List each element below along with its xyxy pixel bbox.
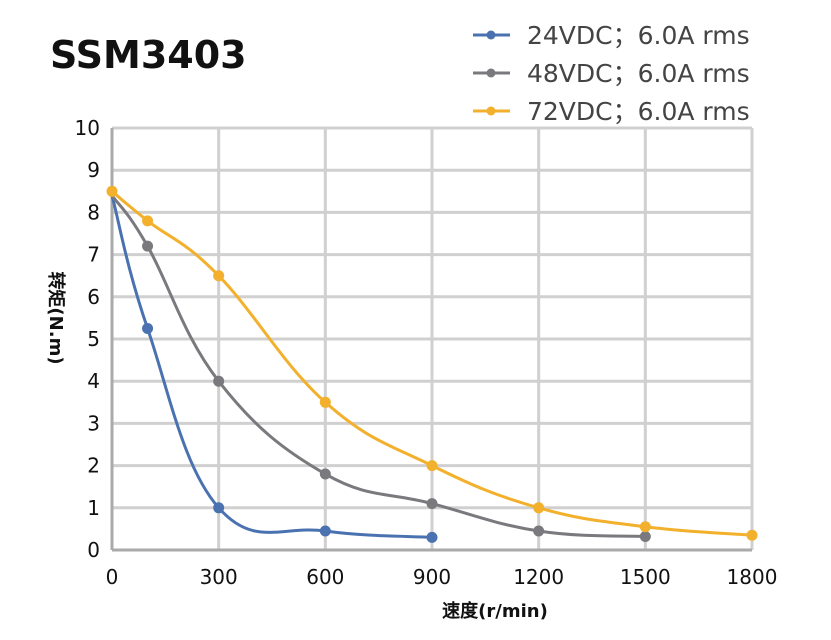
x-tick-label: 0 bbox=[106, 565, 119, 589]
legend-label: 24VDC；6.0A rms bbox=[527, 21, 750, 50]
series-line bbox=[111, 190, 753, 537]
data-point bbox=[746, 529, 758, 541]
data-point bbox=[533, 525, 545, 537]
legend-marker bbox=[486, 106, 496, 116]
data-point bbox=[213, 375, 225, 387]
x-tick-label: 1500 bbox=[620, 565, 671, 589]
data-point bbox=[426, 460, 438, 472]
y-axis-label: 转矩(N.m) bbox=[45, 271, 67, 364]
x-axis-label: 速度(r/min) bbox=[442, 600, 548, 622]
y-tick-label: 9 bbox=[87, 158, 100, 182]
legend-label: 72VDC；6.0A rms bbox=[527, 97, 750, 126]
y-tick-label: 7 bbox=[87, 243, 100, 267]
y-tick-label: 5 bbox=[87, 327, 100, 351]
y-tick-label: 4 bbox=[87, 369, 100, 393]
x-tick-label: 1200 bbox=[513, 565, 564, 589]
x-tick-label: 1800 bbox=[727, 565, 778, 589]
data-point bbox=[319, 468, 331, 480]
y-tick-label: 10 bbox=[75, 116, 100, 140]
y-tick-label: 0 bbox=[87, 538, 100, 562]
series-line bbox=[110, 195, 433, 539]
data-point bbox=[319, 396, 331, 408]
data-point bbox=[319, 525, 331, 537]
data-point bbox=[213, 502, 225, 514]
y-tick-label: 6 bbox=[87, 285, 100, 309]
y-tick-label: 8 bbox=[87, 200, 100, 224]
x-tick-label: 900 bbox=[413, 565, 451, 589]
data-point bbox=[142, 322, 154, 334]
y-tick-label: 2 bbox=[87, 454, 100, 478]
y-tick-label: 1 bbox=[87, 496, 100, 520]
y-tick-label: 3 bbox=[87, 411, 100, 435]
data-point bbox=[533, 502, 545, 514]
data-point bbox=[142, 240, 154, 252]
data-point bbox=[639, 521, 651, 533]
data-point bbox=[639, 530, 651, 542]
chart-title: SSM3403 bbox=[50, 33, 247, 77]
x-tick-label: 600 bbox=[306, 565, 344, 589]
data-point bbox=[213, 270, 225, 282]
series-line bbox=[110, 194, 646, 538]
data-point bbox=[142, 215, 154, 227]
legend-marker bbox=[486, 30, 496, 40]
data-point bbox=[426, 498, 438, 510]
x-tick-label: 300 bbox=[200, 565, 238, 589]
legend-marker bbox=[486, 68, 496, 78]
data-point bbox=[426, 531, 438, 543]
legend-label: 48VDC；6.0A rms bbox=[527, 59, 750, 88]
data-point bbox=[106, 185, 118, 197]
